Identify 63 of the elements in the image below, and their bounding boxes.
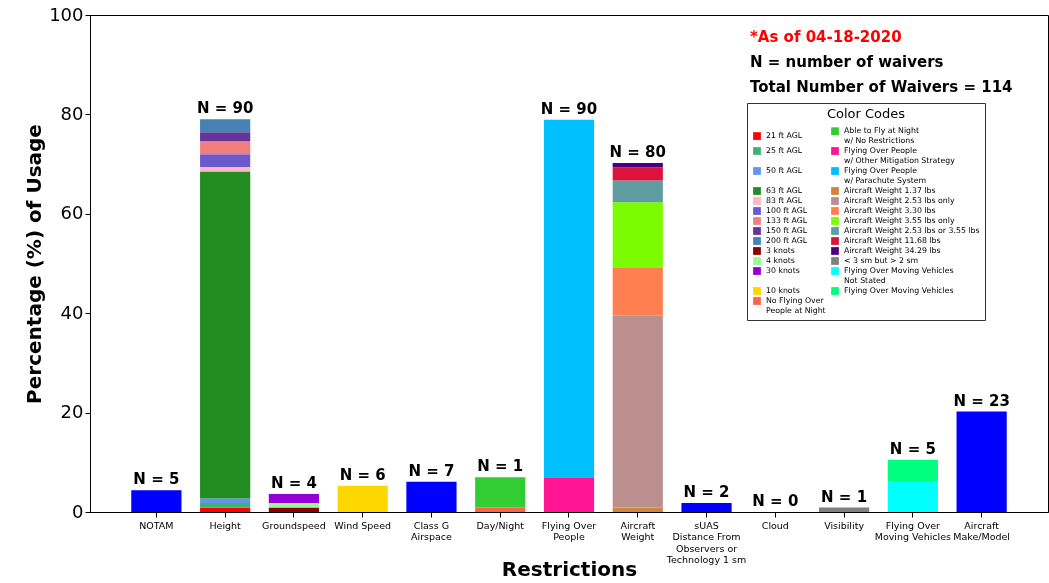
y-tick-label: 40 bbox=[60, 301, 84, 323]
annotation: N = 90 bbox=[540, 99, 598, 118]
annotation: N = 1 bbox=[477, 457, 524, 476]
bar bbox=[200, 132, 251, 142]
bar bbox=[268, 503, 320, 508]
x-tick-label: Flying Over Moving Vehicles bbox=[874, 519, 952, 542]
bar bbox=[612, 180, 663, 203]
bar bbox=[131, 490, 182, 512]
x-tick-label: NOTAM bbox=[139, 519, 174, 531]
x-tick-label: Class G Airspace bbox=[410, 519, 453, 542]
bar bbox=[887, 481, 938, 512]
x-tick-label: Aircraft Weight bbox=[620, 519, 656, 542]
y-tick-label: 0 bbox=[72, 500, 84, 522]
y-axis-title: Percentage (%) of Usage bbox=[22, 124, 47, 404]
y-tick-label: 100 bbox=[49, 3, 84, 25]
annotation: *As of 04-18-2020 bbox=[750, 28, 902, 46]
annotation: N = 0 bbox=[752, 492, 799, 510]
x-tick-label: Groundspeed bbox=[262, 519, 326, 531]
bar bbox=[612, 315, 663, 508]
x-tick-label: Height bbox=[209, 519, 242, 531]
bar bbox=[612, 202, 663, 268]
legend-title: Color Codes bbox=[826, 106, 906, 121]
annotation: N = 7 bbox=[408, 461, 455, 480]
annotation: Total Number of Waivers = 114 bbox=[750, 78, 1013, 96]
annotation: N = number of waivers bbox=[750, 53, 944, 71]
x-tick-label: Visibility bbox=[824, 519, 865, 531]
bar bbox=[612, 163, 663, 168]
x-tick-label: Flying Over People bbox=[541, 519, 597, 542]
annotation: N = 90 bbox=[196, 99, 254, 118]
bar bbox=[612, 167, 663, 181]
annotation: N = 4 bbox=[270, 474, 317, 493]
bar bbox=[268, 494, 320, 504]
annotation: N = 1 bbox=[821, 487, 868, 506]
annotation: N = 2 bbox=[683, 483, 730, 502]
annotation: N = 80 bbox=[609, 143, 666, 162]
bar bbox=[681, 503, 732, 512]
bar bbox=[543, 119, 595, 478]
bar bbox=[200, 119, 251, 133]
annotation: N = 5 bbox=[133, 470, 180, 489]
bar bbox=[337, 485, 388, 512]
bar bbox=[406, 481, 457, 512]
x-tick-label: Day/Night bbox=[476, 519, 525, 531]
bar bbox=[200, 171, 251, 499]
annotation: N = 5 bbox=[889, 439, 936, 458]
bar bbox=[543, 477, 595, 512]
bar bbox=[200, 141, 251, 155]
x-tick-label: Wind Speed bbox=[334, 519, 392, 531]
annotation: N = 23 bbox=[953, 391, 1010, 410]
bar bbox=[200, 167, 251, 172]
y-tick-label: 20 bbox=[60, 401, 84, 423]
bar bbox=[200, 154, 251, 168]
bar bbox=[887, 459, 938, 482]
x-tick-label: Cloud bbox=[761, 519, 789, 531]
x-tick-label: sUAS Distance From Observers or Technology 1 sm bbox=[665, 519, 747, 565]
bar bbox=[200, 503, 251, 508]
y-tick-label: 80 bbox=[60, 102, 84, 124]
bar bbox=[475, 477, 526, 508]
y-tick-label: 60 bbox=[60, 202, 84, 224]
x-axis-title: Restrictions bbox=[501, 556, 638, 581]
x-tick-label: Aircraft Make/Model bbox=[953, 519, 1011, 542]
bar bbox=[956, 411, 1007, 512]
bar bbox=[612, 267, 663, 316]
annotation: N = 6 bbox=[339, 465, 386, 484]
